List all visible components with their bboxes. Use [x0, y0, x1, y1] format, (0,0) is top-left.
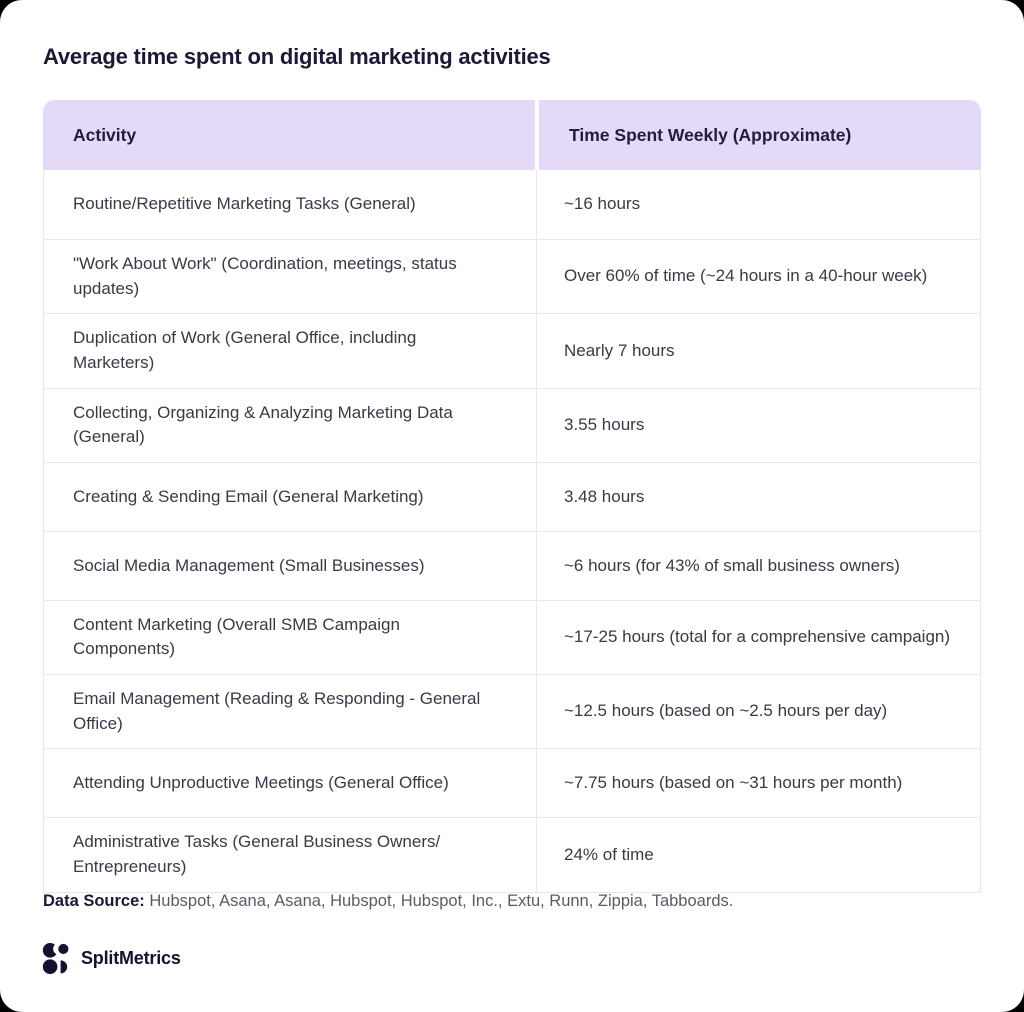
- time-spent-cell: ~6 hours (for 43% of small business owne…: [536, 531, 980, 600]
- table-row: Social Media Management (Small Businesse…: [44, 530, 980, 600]
- data-source-line: Data Source: Hubspot, Asana, Asana, Hubs…: [43, 890, 733, 913]
- time-spent-cell: 24% of time: [536, 818, 980, 892]
- table-row: Email Management (Reading & Responding -…: [44, 674, 980, 749]
- table-row: Routine/Repetitive Marketing Tasks (Gene…: [44, 170, 980, 239]
- table-row: "Work About Work" (Coordination, meeting…: [44, 239, 980, 314]
- activity-cell: Email Management (Reading & Responding -…: [73, 689, 481, 733]
- time-spent-cell: Over 60% of time (~24 hours in a 40-hour…: [536, 240, 980, 314]
- data-source-list: Hubspot, Asana, Asana, Hubspot, Hubspot,…: [149, 892, 734, 910]
- brand-name: SplitMetrics: [81, 948, 181, 968]
- activities-table: Activity Time Spent Weekly (Approximate)…: [43, 100, 981, 893]
- table-row: Creating & Sending Email (General Market…: [44, 461, 980, 531]
- activity-cell: Administrative Tasks (General Business O…: [73, 832, 441, 877]
- table-row: Attending Unproductive Meetings (General…: [44, 748, 980, 818]
- time-spent-cell: ~12.5 hours (based on ~2.5 hours per day…: [536, 675, 980, 749]
- activity-cell: Collecting, Organizing & Analyzing Marke…: [73, 402, 453, 447]
- time-spent-cell: ~7.75 hours (based on ~31 hours per mont…: [536, 749, 980, 818]
- data-source-label: Data Source:: [43, 892, 145, 910]
- time-spent-cell: ~17-25 hours (total for a comprehensive …: [536, 600, 980, 675]
- table-body: Routine/Repetitive Marketing Tasks (Gene…: [43, 170, 981, 893]
- table-row: Content Marketing (Overall SMB Campaign …: [44, 599, 980, 675]
- table-row: Duplication of Work (General Office, inc…: [44, 313, 980, 388]
- activity-cell: "Work About Work" (Coordination, meeting…: [73, 254, 457, 298]
- table-row: Administrative Tasks (General Business O…: [44, 817, 980, 892]
- table-row: Collecting, Organizing & Analyzing Marke…: [44, 387, 980, 462]
- time-spent-cell: Nearly 7 hours: [536, 314, 980, 388]
- time-spent-cell: 3.48 hours: [536, 462, 980, 531]
- activity-cell: Duplication of Work (General Office, inc…: [73, 328, 417, 372]
- time-spent-cell: ~16 hours: [536, 170, 980, 239]
- column-header-time-spent: Time Spent Weekly (Approximate): [539, 100, 981, 170]
- activity-cell: Routine/Repetitive Marketing Tasks (Gene…: [73, 194, 416, 214]
- time-spent-cell: 3.55 hours: [536, 388, 980, 462]
- page-title: Average time spent on digital marketing …: [43, 44, 551, 69]
- activity-cell: Content Marketing (Overall SMB Campaign …: [73, 614, 400, 659]
- brand-footer: SplitMetrics: [41, 942, 181, 975]
- splitmetrics-logo-icon: [42, 943, 69, 974]
- table-header-row: Activity Time Spent Weekly (Approximate): [43, 100, 981, 170]
- activity-cell: Social Media Management (Small Businesse…: [73, 555, 425, 575]
- column-header-activity: Activity: [43, 100, 535, 170]
- activity-cell: Creating & Sending Email (General Market…: [73, 486, 424, 506]
- activity-cell: Attending Unproductive Meetings (General…: [73, 773, 449, 793]
